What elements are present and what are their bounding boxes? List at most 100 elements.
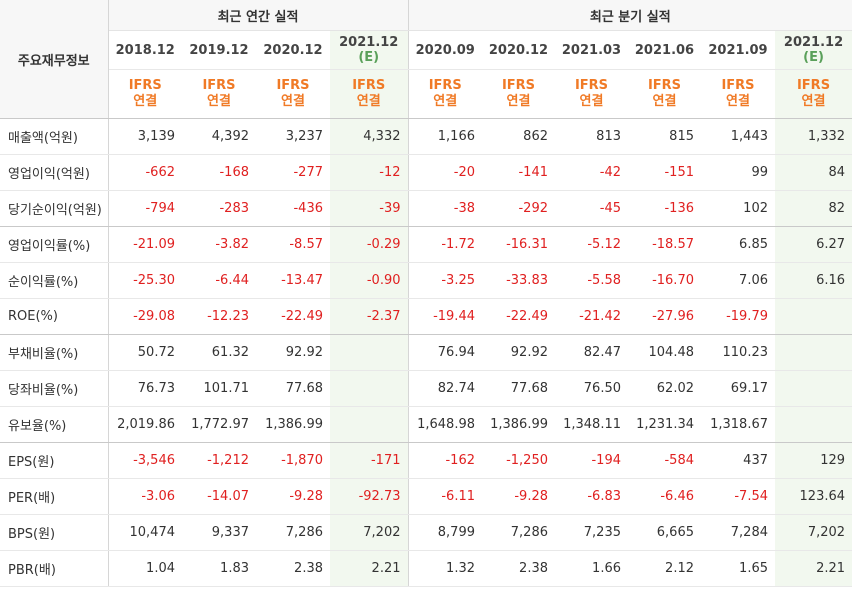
value-cell: -9.28 [482,478,555,515]
table-row: 매출액(억원) 3,139 4,392 3,237 4,332 1,166 862 813 81… [0,118,852,155]
ifrs-label: IFRS [352,78,386,93]
value-cell [775,298,852,335]
value-cell: -29.08 [108,298,182,335]
value-cell: 1,231.34 [628,406,701,443]
value-cell: -9.28 [256,478,330,515]
value-cell: 10,474 [108,514,182,551]
value-cell: -1,212 [182,442,256,479]
consolidated-label: 연결 [281,94,305,109]
value-cell: -13.47 [256,262,330,299]
ifrs-header: IFRS 연결 [701,69,775,119]
table-row: 영업이익률(%) -21.09 -3.82 -8.57 -0.29 -1.72 -16.31… [0,226,852,263]
consolidated-label: 연결 [726,94,750,109]
row-label: BPS(원) [0,514,109,551]
consolidated-label: 연결 [207,94,231,109]
period-label: 2021.09 [708,42,768,58]
value-cell: -1.72 [408,226,482,263]
value-cell: -21.09 [108,226,182,263]
value-cell: 6,665 [628,514,701,551]
ifrs-header: IFRS 연결 [108,69,182,119]
value-cell: 82.47 [555,334,628,371]
consolidated-label: 연결 [506,94,531,109]
value-cell: 84 [775,154,852,191]
period-label: 2020.12 [488,42,549,58]
value-cell: 123.64 [775,478,852,515]
value-cell: -5.58 [555,262,628,299]
ifrs-label: IFRS [574,78,609,93]
value-cell: 7,235 [555,514,628,551]
period-header: 2021.06 [628,30,701,70]
value-cell [330,406,409,443]
consolidated-label: 연결 [801,94,826,109]
value-cell: -8.57 [256,226,330,263]
value-cell: 1,386.99 [256,406,330,443]
value-cell: -168 [182,154,256,191]
value-cell: -292 [482,190,555,227]
value-cell: -136 [628,190,701,227]
consolidated-label: 연결 [356,94,381,109]
value-cell: -6.46 [628,478,701,515]
period-label: 2020.09 [415,42,475,58]
value-cell [775,334,852,371]
value-cell: 6.27 [775,226,852,263]
value-cell: -3.82 [182,226,256,263]
value-cell: -151 [628,154,701,191]
table-row: 당기순이익(억원) -794 -283 -436 -39 -38 -292 -45 -136 10… [0,190,852,227]
period-label: 2018.12 [115,42,175,58]
value-cell: -277 [256,154,330,191]
table-body: 매출액(억원) 3,139 4,392 3,237 4,332 1,166 862 813 81… [0,118,852,587]
value-cell: -141 [482,154,555,191]
table-row: PER(배) -3.06 -14.07 -9.28 -92.73 -6.11 -9.28 -6… [0,478,852,515]
period-label: 2020.12 [263,42,323,58]
value-cell [775,406,852,443]
value-cell: -3,546 [108,442,182,479]
value-cell: 77.68 [256,370,330,407]
value-cell: -19.79 [701,298,775,335]
value-cell [330,334,409,371]
value-cell: -12.23 [182,298,256,335]
value-cell: -794 [108,190,182,227]
ifrs-header-row: IFRS 연결 IFRS 연결 IFRS 연결 IFRS 연결 IFRS 연결 IFRS 연결 IFRS… [0,69,852,119]
table-row: ROE(%) -29.08 -12.23 -22.49 -2.37 -19.44 -22.4… [0,298,852,335]
value-cell: -7.54 [701,478,775,515]
value-cell: -92.73 [330,478,409,515]
value-cell: 104.48 [628,334,701,371]
period-label: 2019.12 [189,42,249,58]
estimate-mark: (E) [803,50,824,65]
value-cell: -5.12 [555,226,628,263]
table-row: EPS(원) -3,546 -1,212 -1,870 -171 -162 -1,250 -1… [0,442,852,479]
value-cell: 6.85 [701,226,775,263]
consolidated-label: 연결 [133,94,158,109]
value-cell: -0.29 [330,226,409,263]
ifrs-label: IFRS [276,78,310,93]
ifrs-header: IFRS 연결 [330,69,409,119]
value-cell [330,370,409,407]
consolidated-label: 연결 [433,94,458,109]
period-header: 2021.12 (E) [330,30,409,70]
ifrs-label: IFRS [202,78,236,93]
value-cell: 101.71 [182,370,256,407]
value-cell: -21.42 [555,298,628,335]
value-cell: 4,332 [330,118,409,155]
value-cell: 862 [482,118,555,155]
value-cell: 1.32 [408,550,482,587]
ifrs-label: IFRS [721,78,755,93]
value-cell: 82.74 [408,370,482,407]
ifrs-header: IFRS 연결 [408,69,482,119]
value-cell: -38 [408,190,482,227]
row-label: PER(배) [0,478,109,515]
value-cell: -162 [408,442,482,479]
value-cell: 102 [701,190,775,227]
quarter-group-header: 최근 분기 실적 [408,0,852,31]
value-cell: 8,799 [408,514,482,551]
value-cell: 7,286 [482,514,555,551]
period-header-row: 2018.12 2019.12 2020.12 2021.12 (E) 2020.09 20… [0,30,852,70]
value-cell: 99 [701,154,775,191]
value-cell: 815 [628,118,701,155]
value-cell: 9,337 [182,514,256,551]
value-cell: 1.83 [182,550,256,587]
period-header: 2021.12 (E) [775,30,852,70]
value-cell: -33.83 [482,262,555,299]
value-cell: -25.30 [108,262,182,299]
